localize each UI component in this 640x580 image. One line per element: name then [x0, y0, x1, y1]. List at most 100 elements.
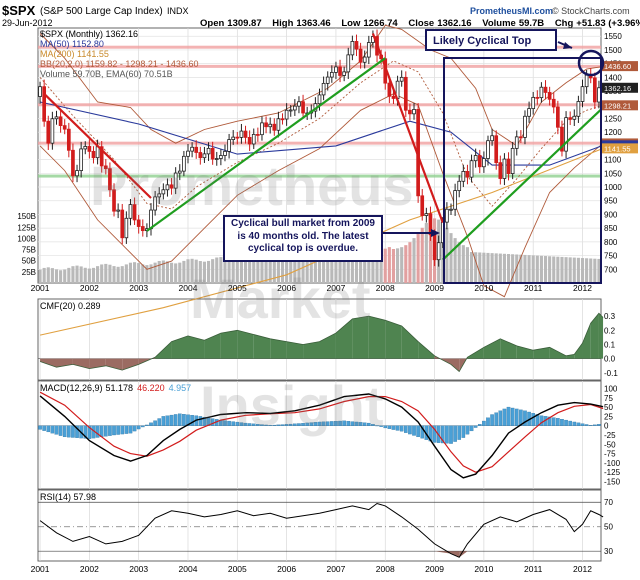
macd-histogram-bar: [379, 425, 383, 427]
volume-bar: [87, 268, 91, 283]
macd-histogram-bar: [153, 420, 157, 426]
volume-bar: [215, 257, 219, 283]
candle-body: [412, 109, 416, 115]
x-tick-label-lower: 2006: [277, 564, 296, 574]
candle-body: [362, 56, 367, 63]
trendline-red: [371, 33, 444, 224]
candle-body: [465, 171, 470, 178]
macd-histogram-bar: [584, 424, 589, 426]
volume-bar: [293, 255, 297, 283]
cmf-positive-area: [533, 347, 550, 359]
rsi-layer: [38, 501, 604, 558]
macd-histogram-bar: [313, 422, 318, 426]
macd-histogram-bar: [145, 424, 149, 426]
volume-bar: [190, 258, 194, 283]
volume-bar: [141, 264, 145, 283]
macd-histogram-bar: [264, 424, 268, 426]
macd-histogram-bar: [445, 425, 449, 444]
price-tick-label: 1500: [604, 46, 622, 55]
candle-body: [535, 96, 540, 99]
volume-bar: [515, 254, 519, 283]
candle-body: [334, 66, 338, 73]
price-tick-label: 800: [604, 238, 618, 247]
header-name: (S&P 500 Large Cap Index): [40, 6, 163, 17]
volume-bar: [79, 266, 83, 283]
rsi-tick-label: 50: [604, 523, 613, 532]
macd-histogram-bar: [576, 422, 581, 426]
volume-bar: [585, 258, 589, 283]
candle-body: [169, 184, 174, 189]
macd-histogram-bar: [514, 408, 519, 426]
volume-bar: [174, 263, 178, 283]
volume-bar: [285, 255, 289, 283]
volume-bar: [169, 262, 174, 283]
macd-title-label: MACD(12,26,9): [40, 383, 103, 393]
volume-bar: [449, 233, 453, 283]
trendlines-layer: [43, 33, 604, 261]
cmf-positive-area: [171, 335, 188, 359]
candle-body: [272, 123, 277, 131]
volume-bar: [453, 238, 457, 283]
volume-bar: [428, 219, 433, 283]
macd-value: 51.178: [106, 383, 134, 393]
price-label-text: 1436.60: [604, 62, 631, 71]
volume-bar: [552, 256, 556, 283]
candle-body: [75, 170, 79, 177]
price-label-text: 1298.21: [604, 101, 631, 110]
macd-histogram-bar: [342, 420, 346, 426]
candle-body: [177, 170, 182, 174]
cmf-tick-label: 0.0: [604, 355, 616, 364]
candle-body: [219, 155, 223, 159]
candle-body: [223, 150, 227, 156]
macd-histogram-bar: [239, 422, 244, 426]
candle-body: [551, 98, 556, 108]
candle-body: [490, 135, 494, 142]
cmf-positive-area: [549, 347, 567, 359]
candle-body: [87, 146, 92, 152]
macd-histogram-bar: [297, 423, 301, 426]
volume-bar: [535, 255, 539, 283]
macd-histogram-bar: [268, 425, 272, 426]
x-tick-label-lower: 2011: [524, 564, 543, 574]
macd-histogram-bar: [280, 424, 285, 426]
volume-bar: [531, 255, 535, 283]
macd-histogram-bar: [519, 409, 523, 426]
macd-tick-label: -25: [604, 431, 616, 440]
bull-market-box: [443, 57, 602, 284]
volume-bar: [112, 266, 116, 283]
watermark-line-3: Insight: [200, 374, 384, 437]
volume-value: 59.7B: [519, 18, 544, 29]
x-tick-label-lower: 2003: [129, 564, 148, 574]
volume-bar: [71, 266, 75, 283]
macd-histogram-bar: [169, 414, 174, 426]
volume-bar: [116, 266, 120, 283]
macd-histogram-bar: [87, 425, 92, 439]
price-tick-label: 700: [604, 265, 618, 274]
x-tick-label-lower: 2009: [425, 564, 444, 574]
macd-histogram-bar: [494, 412, 499, 426]
candle-body: [564, 117, 568, 152]
brand-link[interactable]: PrometheusMI.com: [470, 6, 553, 16]
macd-layer: [38, 391, 604, 479]
candle-body: [153, 196, 157, 211]
macd-tick-label: -50: [604, 440, 616, 449]
macd-histogram-bar: [95, 425, 100, 438]
cmf-positive-area: [204, 333, 221, 359]
candle-body: [247, 137, 252, 145]
header-date: 29-Jun-2012: [2, 18, 53, 28]
horizontal-level-band: [38, 64, 601, 68]
price-tick-label: 900: [604, 210, 618, 219]
volume-tick-label: 150B: [17, 212, 36, 221]
candle-body: [58, 116, 63, 127]
cmf-positive-area: [574, 343, 583, 359]
volume-bar: [120, 266, 124, 283]
volume-bar: [572, 257, 576, 283]
volume-bar: [42, 267, 46, 283]
candle-body: [256, 133, 260, 136]
volume-bar: [408, 242, 412, 283]
volume-bar: [223, 257, 227, 283]
volume-bar: [182, 260, 186, 283]
volume-bar: [539, 255, 543, 283]
candle-body: [198, 152, 203, 159]
macd-histogram-bar: [301, 423, 305, 426]
